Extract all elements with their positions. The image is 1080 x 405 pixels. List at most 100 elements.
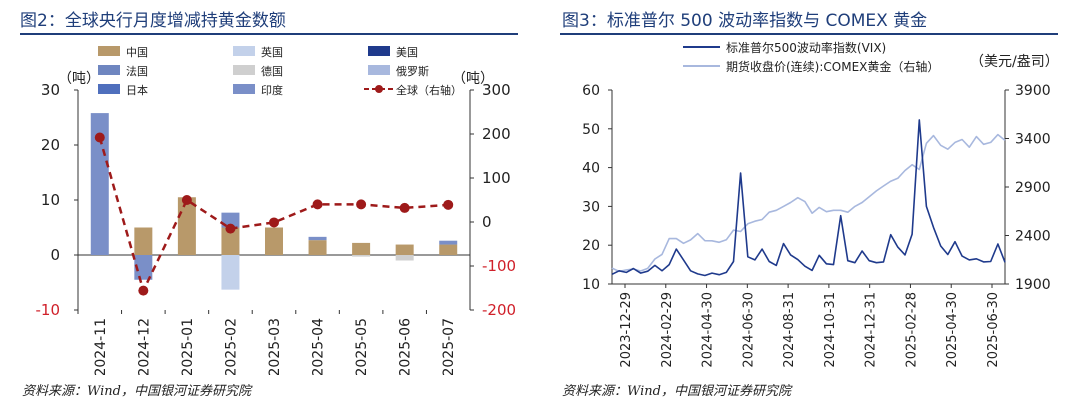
right-tick-label: 100 xyxy=(482,169,511,187)
left-tick-label: 60 xyxy=(582,83,600,99)
global-line-point xyxy=(269,217,279,228)
figure-2: 图2：全球央行月度增减持黄金数额 -10 0 10 20 30 -200 -100 0 100 2… xyxy=(20,11,518,399)
right-tick-label: 300 xyxy=(482,81,511,99)
line-chart: 10 20 30 40 50 60 1900 2400 2900 3400 3900 （美元/盎司） 2… xyxy=(582,40,1059,368)
x-tick-label: 2025-06 xyxy=(398,318,414,375)
right-tick-label: -100 xyxy=(482,257,516,275)
bar-中国 xyxy=(439,244,458,255)
legend-label-美国: 美国 xyxy=(396,46,418,59)
global-line-point xyxy=(138,285,149,296)
bar-印度 xyxy=(221,212,240,228)
right-tick-label: 2900 xyxy=(1015,180,1051,196)
global-line-point xyxy=(356,199,367,210)
bar-印度 xyxy=(134,255,153,280)
bar-中国 xyxy=(177,197,196,255)
right-tick-label: 3400 xyxy=(1015,132,1051,148)
right-tick-label: 2400 xyxy=(1015,229,1051,245)
left-tick-label: -10 xyxy=(36,301,61,319)
x-tick-label: 2025-02 xyxy=(223,318,239,375)
figure-2-title: 图2：全球央行月度增减持黄金数额 xyxy=(20,11,286,31)
legend-label-0: 标准普尔500波动率指数(VIX) xyxy=(726,40,886,55)
left-tick-label: 20 xyxy=(41,136,60,154)
x-tick-label: 2025-05 xyxy=(354,318,370,375)
legend-swatch-marker xyxy=(375,85,383,93)
bar-英国 xyxy=(221,255,240,290)
x-tick-label: 2024-11 xyxy=(93,318,109,375)
bar-中国 xyxy=(134,227,153,255)
left-tick-label: 10 xyxy=(582,277,600,293)
bar-中国 xyxy=(352,242,371,255)
global-line-point xyxy=(443,199,454,210)
global-line xyxy=(98,137,449,295)
legend-label-日本: 日本 xyxy=(126,83,148,97)
right-tick-label: 1900 xyxy=(1015,277,1051,293)
legend-swatch-美国 xyxy=(368,46,390,56)
right-unit-label: （美元/盎司） xyxy=(970,54,1059,70)
bar-中国 xyxy=(221,227,240,255)
left-tick-label: 30 xyxy=(41,81,60,99)
left-tick-label: 40 xyxy=(582,161,600,177)
x-tick-label: 2024-12-31 xyxy=(864,292,879,368)
bar-德国 xyxy=(352,255,371,257)
figure-2-title-rule xyxy=(20,33,518,35)
x-tick-label: 2024-12 xyxy=(136,318,152,375)
legend-label-全球（右轴）: 全球（右轴） xyxy=(396,83,462,97)
x-tick-label: 2025-04-30 xyxy=(945,292,960,368)
left-unit-label: （吨） xyxy=(58,71,100,87)
x-tick-label: 2024-02-29 xyxy=(660,292,675,368)
bar-印度 xyxy=(439,240,458,245)
right-tick-label: 3900 xyxy=(1015,83,1051,99)
global-line-point xyxy=(181,195,192,205)
bar-中国 xyxy=(308,240,327,255)
legend-label-1: 期货收盘价(连续):COMEX黄金（右轴） xyxy=(726,59,939,74)
legend-label-印度: 印度 xyxy=(261,83,283,97)
figure-3-title: 图3：标准普尔 500 波动率指数与 COMEX 黄金 xyxy=(562,11,928,31)
global-line-point xyxy=(312,199,323,210)
x-tick-label: 2025-03 xyxy=(267,318,283,375)
right-tick-label: -200 xyxy=(482,301,516,319)
left-tick-label: 30 xyxy=(582,199,600,215)
x-tick-label: 2024-10-31 xyxy=(823,292,838,368)
series-line-right xyxy=(611,133,1006,273)
series-line-left xyxy=(611,119,1006,277)
bar-中国 xyxy=(265,227,283,255)
x-tick-label: 2023-12-29 xyxy=(619,292,634,368)
right-tick-label: 0 xyxy=(482,213,492,231)
legend-label-中国: 中国 xyxy=(126,46,148,59)
left-tick-label: 10 xyxy=(41,191,60,209)
legend-swatch-法国 xyxy=(98,65,120,75)
figure-3-title-rule xyxy=(560,33,1058,35)
legend-swatch-德国 xyxy=(233,65,255,75)
legend-swatch-俄罗斯 xyxy=(368,65,390,75)
x-tick-label: 2025-02-28 xyxy=(904,292,919,368)
left-tick-label: 20 xyxy=(582,238,600,254)
legend-label-俄罗斯: 俄罗斯 xyxy=(396,65,429,78)
figure-2-source: 资料来源：Wind，中国银河证券研究院 xyxy=(22,384,251,399)
global-line-point xyxy=(399,202,410,213)
legend-swatch-中国 xyxy=(98,46,120,56)
legend-swatch-日本 xyxy=(98,84,120,94)
legend-label-英国: 英国 xyxy=(261,45,283,59)
legend-label-德国: 德国 xyxy=(261,64,283,78)
bar-印度 xyxy=(308,236,327,241)
left-tick-label: 50 xyxy=(582,122,600,138)
bar-印度 xyxy=(90,113,109,255)
right-tick-label: 200 xyxy=(482,125,511,143)
left-tick-label: 0 xyxy=(50,246,60,264)
right-unit-label: （吨） xyxy=(452,71,494,87)
legend-swatch-英国 xyxy=(233,46,255,56)
x-tick-label: 2024-08-31 xyxy=(782,292,797,368)
x-tick-label: 2025-04 xyxy=(311,318,327,375)
x-tick-label: 2025-07 xyxy=(441,318,457,375)
x-tick-label: 2025-06-30 xyxy=(986,292,1001,368)
x-tick-label: 2024-06-30 xyxy=(741,292,756,368)
figure-3: 图3：标准普尔 500 波动率指数与 COMEX 黄金 10 20 30 40 50 60… xyxy=(540,0,1080,405)
figure-3-source: 资料来源：Wind，中国银河证券研究院 xyxy=(562,384,791,399)
bar-中国 xyxy=(395,244,414,255)
x-tick-label: 2025-01 xyxy=(180,318,196,375)
legend-swatch-印度 xyxy=(233,84,255,94)
legend-label-法国: 法国 xyxy=(126,64,148,78)
x-tick-label: 2024-04-30 xyxy=(701,292,716,368)
bar-德国 xyxy=(395,255,414,261)
